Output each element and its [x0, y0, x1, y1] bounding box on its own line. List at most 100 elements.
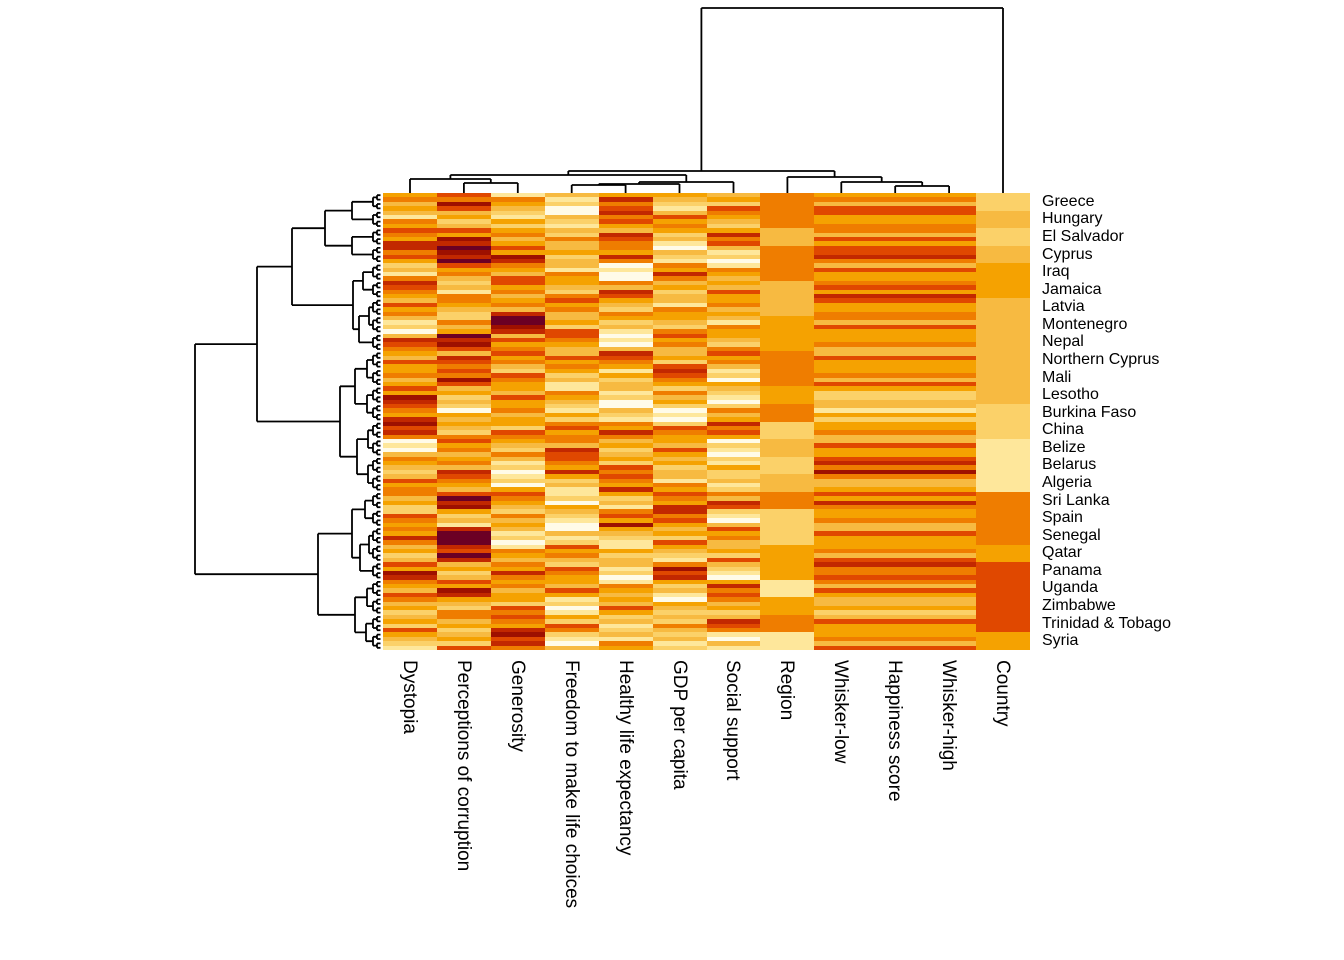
- heatmap-cell: [490, 280, 545, 286]
- heatmap-cell: [598, 518, 653, 523]
- heatmap-cell: [490, 509, 545, 514]
- heatmap-cell: [544, 566, 599, 571]
- heatmap-cell: [868, 346, 923, 352]
- heatmap-cell: [760, 425, 815, 431]
- heatmap-cell: [706, 531, 761, 536]
- heatmap-cell: [544, 333, 599, 338]
- heatmap-cell: [383, 263, 437, 268]
- heatmap-cell: [814, 263, 869, 268]
- heatmap-cell: [652, 509, 707, 514]
- heatmap-cell: [490, 258, 545, 264]
- heatmap-cell: [544, 285, 599, 290]
- heatmap-cell: [814, 544, 869, 549]
- heatmap-cell: [436, 417, 491, 422]
- heatmap-cell: [490, 425, 545, 431]
- heatmap-cell: [490, 465, 545, 470]
- heatmap-cell: [976, 526, 1030, 532]
- heatmap-cell: [436, 478, 491, 484]
- heatmap-cell: [922, 263, 977, 268]
- heatmap-cell: [544, 258, 599, 264]
- heatmap-cell: [760, 316, 815, 321]
- heatmap-cell: [976, 320, 1030, 325]
- heatmap-cell: [383, 504, 437, 510]
- heatmap-cell: [976, 373, 1030, 378]
- heatmap-cell: [976, 452, 1030, 457]
- heatmap-cell: [544, 452, 599, 457]
- heatmap-cell: [436, 535, 491, 541]
- heatmap-cell: [868, 575, 923, 580]
- heatmap-cell: [760, 522, 815, 527]
- heatmap-cell: [706, 386, 761, 391]
- heatmap-cell: [976, 316, 1030, 321]
- heatmap-cell: [706, 623, 761, 629]
- heatmap-cell: [490, 276, 545, 281]
- heatmap-cell: [598, 236, 653, 242]
- heatmap-cell: [436, 522, 491, 527]
- heatmap-cell: [652, 614, 707, 620]
- heatmap-cell: [652, 232, 707, 237]
- heatmap-cell: [976, 355, 1030, 360]
- heatmap-cell: [544, 307, 599, 312]
- heatmap-cell: [922, 509, 977, 514]
- heatmap-cell: [490, 500, 545, 505]
- heatmap-cell: [922, 628, 977, 633]
- heatmap-cell: [976, 228, 1030, 233]
- heatmap-cell: [976, 417, 1030, 422]
- heatmap-cell: [544, 614, 599, 620]
- heatmap-cell: [436, 408, 491, 413]
- heatmap-cell: [598, 540, 653, 545]
- heatmap-cell: [598, 223, 653, 229]
- heatmap-cell: [436, 399, 491, 404]
- heatmap-cell: [652, 522, 707, 527]
- row-label: Panama: [1042, 561, 1102, 579]
- heatmap-cell: [436, 496, 491, 501]
- heatmap-cell: [383, 272, 437, 277]
- heatmap-cell: [868, 386, 923, 391]
- heatmap-cell: [760, 342, 815, 347]
- heatmap-cell: [652, 628, 707, 633]
- heatmap-cell: [760, 421, 815, 426]
- heatmap-cell: [814, 522, 869, 527]
- heatmap-cell: [976, 645, 1030, 650]
- heatmap-cell: [652, 206, 707, 211]
- heatmap-cell: [922, 342, 977, 347]
- heatmap-cell: [706, 430, 761, 435]
- heatmap-cell: [436, 342, 491, 347]
- heatmap-cell: [868, 566, 923, 571]
- heatmap-cell: [760, 381, 815, 387]
- heatmap-cell: [490, 478, 545, 484]
- heatmap-cell: [706, 478, 761, 484]
- heatmap-cell: [490, 553, 545, 558]
- heatmap-cell: [383, 403, 437, 409]
- heatmap-cell: [544, 377, 599, 382]
- heatmap-cell: [544, 491, 599, 497]
- heatmap-cell: [652, 645, 707, 650]
- heatmap-cell: [868, 408, 923, 413]
- heatmap-cell: [706, 214, 761, 220]
- heatmap-cell: [922, 280, 977, 286]
- heatmap-cell: [976, 496, 1030, 501]
- heatmap-cell: [814, 329, 869, 334]
- heatmap-cell: [490, 452, 545, 457]
- heatmap-cell: [544, 329, 599, 334]
- heatmap-cell: [922, 250, 977, 255]
- heatmap-cell: [490, 254, 545, 259]
- heatmap-cell: [544, 628, 599, 633]
- row-label: Qatar: [1042, 544, 1083, 562]
- heatmap-cell: [868, 377, 923, 382]
- heatmap-cell: [383, 241, 437, 246]
- heatmap-cell: [598, 456, 653, 462]
- row-label: China: [1042, 421, 1084, 439]
- heatmap-cell: [976, 223, 1030, 229]
- heatmap-cell: [598, 399, 653, 404]
- heatmap-cell: [706, 496, 761, 501]
- heatmap-cell: [383, 298, 437, 303]
- heatmap-cell: [490, 575, 545, 580]
- heatmap-cell: [976, 430, 1030, 435]
- heatmap-cell: [652, 553, 707, 558]
- heatmap-cell: [922, 619, 977, 624]
- heatmap-cell: [652, 513, 707, 519]
- heatmap-cell: [544, 245, 599, 251]
- heatmap-cell: [760, 570, 815, 576]
- heatmap-cell: [490, 614, 545, 620]
